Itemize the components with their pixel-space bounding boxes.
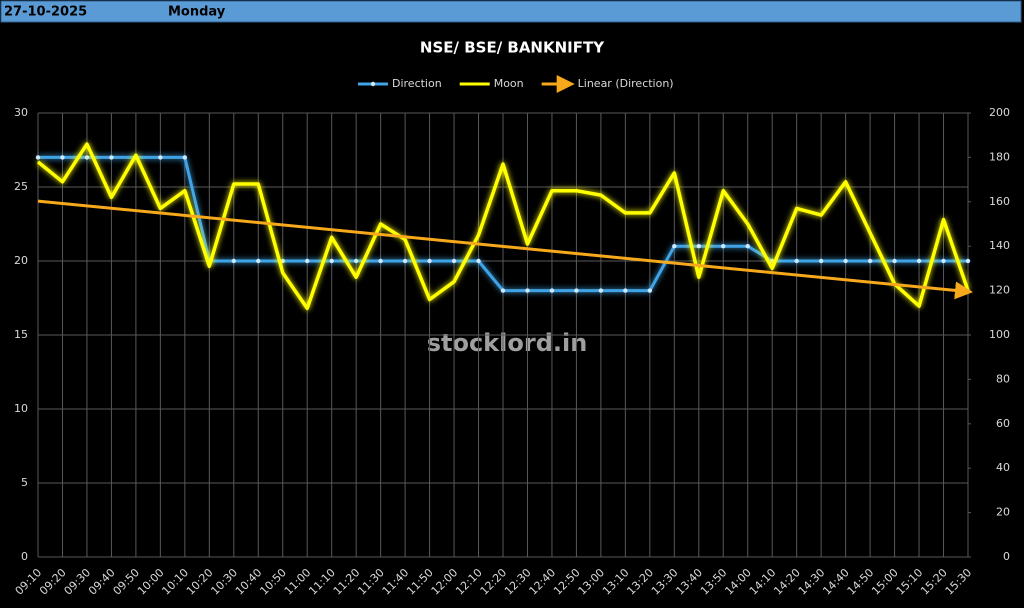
point [525, 288, 530, 293]
point [818, 258, 824, 264]
y-tick-label: 10 [14, 402, 28, 415]
point [941, 258, 946, 264]
point [549, 288, 555, 293]
y-tick-label: 25 [14, 180, 28, 193]
y-tick-label: 0 [21, 550, 28, 563]
y2-tick-label: 0 [1003, 550, 1010, 563]
point [476, 258, 481, 264]
point [109, 155, 114, 160]
point [451, 258, 457, 264]
point [231, 258, 236, 264]
y-tick-label: 15 [14, 328, 28, 341]
point [378, 258, 383, 264]
point [892, 258, 897, 264]
point [916, 258, 922, 264]
y2-tick-label: 80 [996, 372, 1010, 385]
legend-label: Direction [392, 77, 442, 90]
y-tick-label: 5 [21, 476, 28, 489]
y2-tick-label: 100 [989, 328, 1010, 341]
point [305, 258, 310, 264]
point [500, 288, 506, 293]
legend: Direction Moon Linear (Direction) [358, 75, 674, 93]
point [745, 244, 750, 249]
point [402, 258, 408, 264]
legend-label: Linear (Direction) [578, 77, 674, 90]
header-bar [0, 0, 1022, 23]
point [843, 258, 848, 264]
day: Monday [168, 5, 226, 20]
y2-tick-label: 60 [996, 417, 1010, 430]
point [794, 258, 799, 264]
point [158, 155, 163, 160]
y2-tick-label: 120 [989, 284, 1010, 297]
legend-label: Moon [494, 77, 524, 90]
point [256, 258, 261, 264]
trendline [37, 199, 973, 300]
point [598, 288, 604, 293]
y-tick-label: 20 [14, 254, 28, 267]
point [84, 155, 90, 160]
point [721, 244, 726, 249]
y2-tick-label: 20 [996, 506, 1010, 519]
point [647, 288, 653, 293]
date: 27-10-2025 [4, 5, 87, 20]
y2-tick-label: 160 [989, 195, 1010, 208]
point [427, 258, 432, 264]
point [623, 288, 628, 293]
legend-point [370, 81, 376, 87]
point [696, 244, 701, 249]
y-tick-label: 30 [14, 106, 28, 119]
point [35, 155, 41, 160]
y2-tick-label: 40 [996, 461, 1010, 474]
chart-title: NSE/ BSE/ BANKNIFTY [420, 39, 605, 57]
point [182, 155, 188, 160]
point [574, 288, 579, 293]
y2-tick-label: 140 [989, 239, 1010, 252]
point [672, 244, 677, 249]
watermark: stocklord.in [427, 329, 588, 357]
y2-tick-label: 180 [989, 150, 1010, 163]
y2-tick-label: 200 [989, 106, 1010, 119]
point [353, 258, 359, 264]
point [329, 258, 334, 264]
point [60, 155, 65, 160]
point [280, 258, 285, 264]
point [965, 258, 971, 264]
point [867, 258, 873, 264]
